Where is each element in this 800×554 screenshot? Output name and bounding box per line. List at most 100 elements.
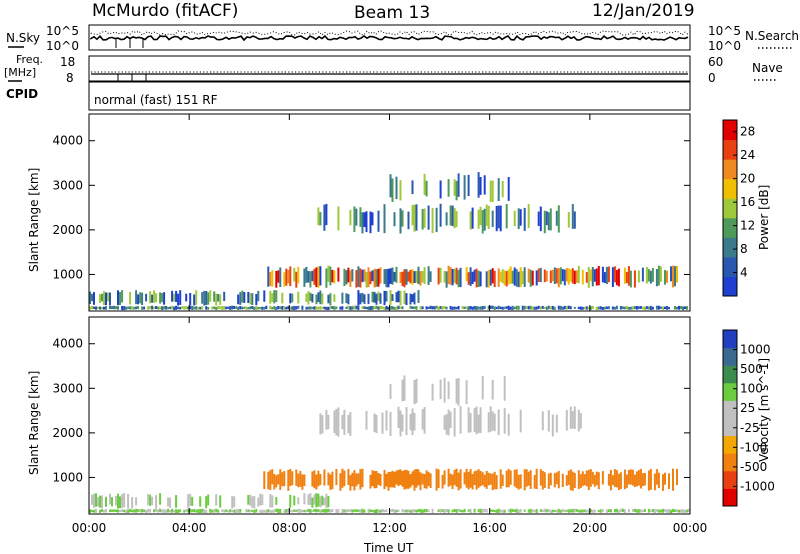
power-cell [369, 271, 372, 285]
vel-cell [541, 411, 544, 431]
vel-cell [363, 509, 366, 513]
power-cell [109, 306, 111, 310]
vel-cell [139, 509, 142, 513]
power-cell [383, 306, 386, 310]
y-tick-label: 3000 [52, 178, 83, 192]
vel-cell [313, 470, 316, 489]
vel-cell [573, 508, 576, 513]
power-cell [191, 305, 194, 310]
vel-cell [177, 509, 180, 513]
vel-cell [269, 494, 272, 508]
vel-cell [359, 469, 362, 490]
vel-cell [435, 468, 438, 491]
vel-cell [455, 468, 458, 487]
power-cell [561, 269, 564, 282]
vel-cell [680, 509, 682, 513]
power-cell [682, 306, 684, 311]
vel-cell [686, 509, 688, 513]
vel-cell [319, 496, 322, 508]
power-cell [327, 306, 330, 310]
vel-cell [609, 509, 612, 513]
vel-cell [167, 508, 170, 513]
power-cell [449, 306, 452, 310]
power-cell [659, 266, 662, 282]
vel-cell [381, 412, 384, 434]
vel-cell [405, 407, 408, 435]
vel-cell [205, 496, 208, 509]
power-cell [529, 305, 532, 310]
power-cell [666, 306, 668, 310]
power-cell [297, 266, 300, 284]
vel-cell [619, 508, 622, 512]
vel-cell [271, 469, 274, 485]
vel-cell [131, 497, 134, 509]
power-cell [479, 306, 482, 310]
vel-cell [275, 497, 278, 505]
vel-cell [477, 469, 480, 488]
vel-cell [417, 469, 420, 486]
vel-cell [589, 509, 592, 513]
power-cell [481, 210, 484, 234]
power-cell [321, 293, 324, 305]
vel-cell [615, 508, 618, 513]
vel-cell [579, 474, 582, 488]
vel-cell [631, 508, 634, 512]
vel-cell [539, 469, 542, 486]
vel-cell [365, 410, 368, 430]
power-cell [361, 269, 364, 283]
vel-cell [327, 414, 330, 430]
power-cell [395, 176, 398, 200]
vel-cell [555, 472, 558, 485]
power-cell [269, 305, 272, 310]
power-cell [121, 290, 124, 303]
power-cell [129, 306, 132, 310]
power-cell [567, 212, 570, 228]
vel-cell [431, 508, 434, 514]
power-cell [411, 269, 414, 285]
vel-cell [455, 378, 458, 404]
power-cell [469, 211, 472, 230]
power-cell [521, 305, 524, 310]
power-cell [517, 305, 520, 310]
power-cell [591, 305, 594, 310]
vel-cell [575, 509, 578, 512]
power-cell [511, 270, 514, 284]
vel-cell [413, 509, 416, 512]
power-cell [209, 290, 212, 302]
power-cell [129, 292, 132, 305]
power-cell [467, 174, 470, 196]
power-cell [345, 306, 348, 309]
vel-cell [223, 509, 226, 513]
y-tick-label: 2000 [52, 223, 83, 237]
power-cell [469, 306, 472, 310]
power-cell [489, 180, 492, 202]
vel-cell [221, 509, 224, 512]
power-cell [343, 268, 346, 287]
power-cell [361, 212, 364, 234]
power-cell [175, 305, 178, 310]
power-cell [587, 267, 590, 288]
vel-cell [283, 471, 286, 487]
vel-cell [349, 412, 352, 436]
power-cell [359, 293, 362, 305]
vel-cell [549, 472, 552, 486]
power-cell [201, 306, 204, 310]
power-cell [603, 306, 606, 310]
power-cell [137, 294, 140, 305]
power-cell [407, 211, 410, 230]
power-cell [497, 178, 500, 201]
vel-cell [445, 508, 448, 512]
power-cell [507, 177, 510, 201]
power-cell [571, 268, 574, 284]
vel-cell [117, 509, 119, 513]
vel-cell [125, 509, 128, 514]
vel-cell [299, 470, 302, 487]
vel-cell [261, 509, 264, 513]
power-cell [487, 305, 490, 310]
vel-cell [275, 508, 278, 512]
vel-cell [371, 509, 374, 512]
vel-cell [409, 414, 412, 431]
power-cell [199, 306, 202, 310]
power-cell [213, 291, 216, 302]
power-cell [651, 268, 654, 282]
